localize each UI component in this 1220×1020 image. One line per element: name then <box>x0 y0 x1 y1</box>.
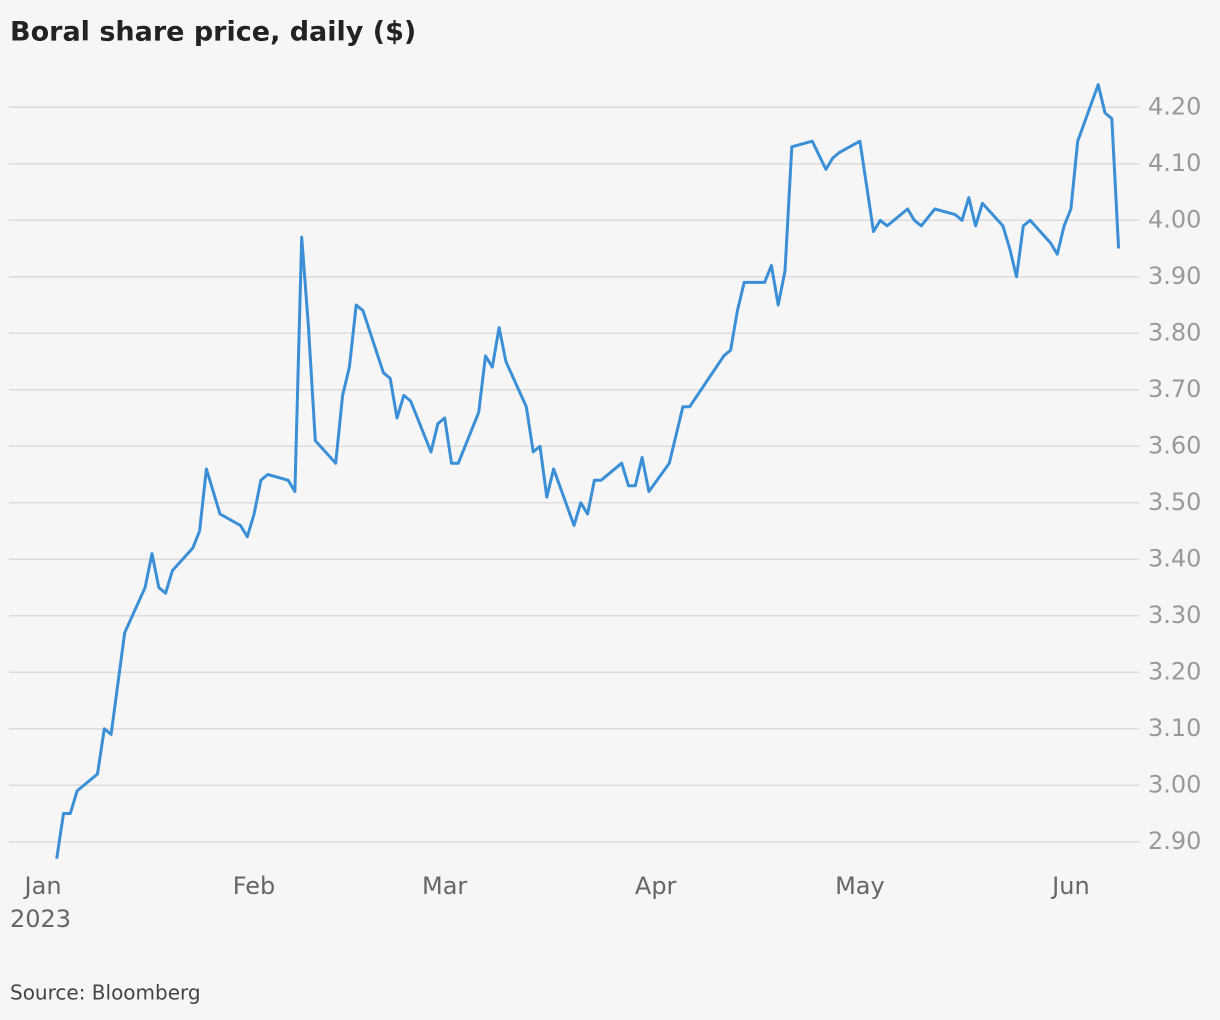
x-tick-label: Apr <box>635 872 677 900</box>
x-tick-label: Mar <box>422 872 467 900</box>
x-tick-label: May <box>835 872 885 900</box>
y-tick-label: 3.70 <box>1148 375 1201 403</box>
y-tick-label: 3.30 <box>1148 601 1201 629</box>
y-tick-label: 4.20 <box>1148 92 1201 120</box>
y-tick-label: 3.40 <box>1148 544 1201 572</box>
y-tick-label: 3.10 <box>1148 714 1201 742</box>
y-tick-label: 3.00 <box>1148 770 1201 798</box>
y-tick-label: 4.00 <box>1148 205 1201 233</box>
chart-title: Boral share price, daily ($) <box>10 17 416 48</box>
x-tick-label: Jun <box>1050 872 1090 900</box>
y-tick-label: 3.80 <box>1148 318 1201 346</box>
y-tick-label: 2.90 <box>1148 827 1201 855</box>
y-tick-label: 3.90 <box>1148 262 1201 290</box>
y-tick-label: 3.20 <box>1148 657 1201 685</box>
source: Source: Bloomberg <box>10 981 201 1005</box>
x-tick-label: Jan <box>23 872 62 900</box>
y-tick-label: 3.50 <box>1148 488 1201 516</box>
y-tick-label: 3.60 <box>1148 431 1201 459</box>
y-tick-label: 4.10 <box>1148 149 1201 177</box>
price-line <box>55 83 1121 859</box>
x-tick-label: Feb <box>233 872 276 900</box>
x-year-label: 2023 <box>10 905 71 933</box>
